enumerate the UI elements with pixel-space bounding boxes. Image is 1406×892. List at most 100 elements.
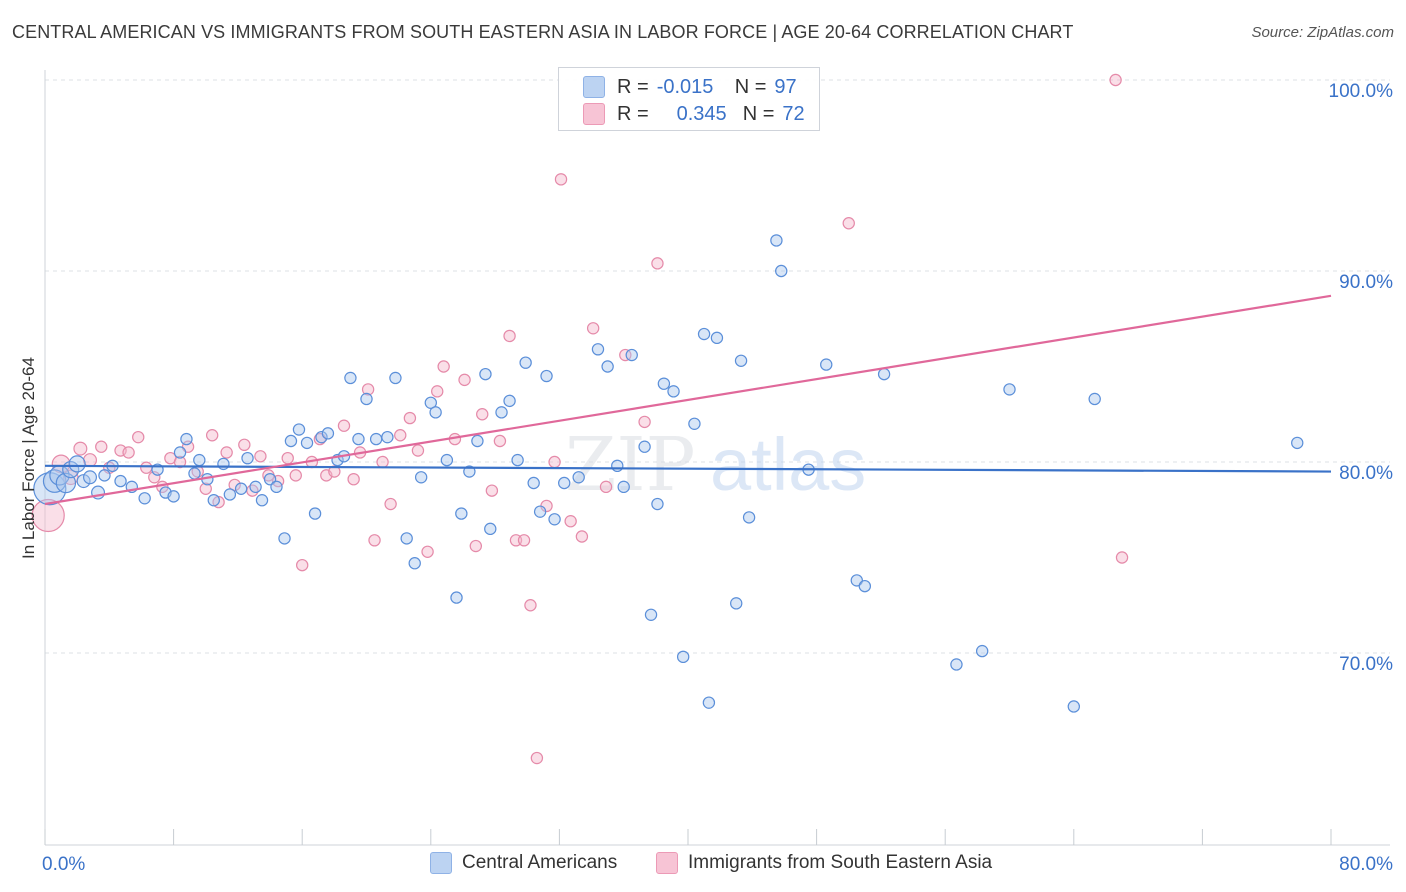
data-point-blue [440, 453, 454, 467]
data-point-blue [591, 343, 605, 356]
data-point-blue [611, 459, 624, 473]
watermark: ZIP atlas [565, 422, 866, 508]
data-point-pink [368, 534, 381, 547]
legend-swatch-blue [430, 852, 452, 874]
data-point-blue [114, 474, 127, 488]
trend-line-blue [44, 464, 1332, 473]
y-tick-label: 90.0% [1339, 272, 1393, 293]
x-tick-label: 80.0% [1339, 854, 1393, 875]
data-point-blue [495, 406, 508, 419]
data-point-pink [199, 482, 212, 495]
data-point-pink [95, 440, 108, 453]
data-point-pink [205, 429, 219, 442]
data-point-blue [1291, 436, 1304, 450]
data-point-pink [651, 257, 664, 270]
r-value: -0.015 [656, 75, 714, 98]
data-point-blue [519, 356, 532, 369]
data-point-blue [284, 434, 298, 448]
legend-item-central-americans[interactable]: Central Americans [430, 852, 617, 874]
chart-title: CENTRAL AMERICAN VS IMMIGRANTS FROM SOUT… [12, 22, 1074, 42]
data-point-blue [278, 532, 291, 545]
source-label: Source: ZipAtlas.com [1251, 24, 1394, 41]
data-point-pink [469, 539, 483, 553]
n-value: 97 [774, 75, 797, 98]
data-point-blue [657, 377, 671, 390]
data-point-blue [241, 451, 254, 465]
data-point-pink [564, 515, 577, 528]
data-point-pink [575, 530, 589, 543]
data-point-blue [424, 396, 437, 409]
y-tick-label: 70.0% [1339, 654, 1393, 675]
data-point-blue [352, 432, 365, 446]
data-point-blue [83, 470, 98, 485]
data-point-pink [31, 498, 65, 533]
data-point-pink [296, 558, 309, 572]
legend-item-se-asia[interactable]: Immigrants from South Eastern Asia [656, 852, 992, 874]
data-point-blue [315, 430, 328, 444]
legend-label: Central Americans [462, 852, 618, 873]
data-point-blue [601, 360, 614, 373]
data-point-pink [403, 411, 417, 425]
data-point-blue [730, 597, 743, 610]
r-value: 0.345 [676, 102, 727, 125]
y-tick-label: 80.0% [1339, 463, 1393, 484]
data-point-blue [484, 522, 497, 536]
data-point-pink [638, 415, 651, 429]
data-point-blue [975, 644, 989, 658]
data-point-blue [734, 354, 748, 367]
data-point-blue [369, 432, 383, 446]
data-point-pink [548, 455, 561, 469]
data-point-blue [710, 331, 724, 345]
data-point-pink [485, 484, 499, 497]
r-label: R = [617, 102, 649, 125]
data-point-blue [533, 505, 547, 518]
data-point-pink [1109, 73, 1122, 87]
data-point-blue [625, 348, 638, 362]
n-value: 72 [782, 102, 805, 125]
data-point-pink [254, 450, 267, 463]
data-point-blue [300, 436, 314, 450]
data-point-pink [376, 455, 389, 469]
data-point-blue [138, 492, 151, 505]
data-point-blue [217, 457, 230, 471]
data-point-pink [384, 497, 397, 511]
trend-line-pink [44, 294, 1332, 506]
data-point-pink [220, 446, 233, 459]
data-point-blue [950, 658, 963, 671]
data-point-blue [651, 497, 664, 511]
data-point-pink [148, 471, 161, 484]
data-point-blue [450, 591, 463, 604]
data-point-blue [775, 264, 788, 278]
data-point-blue [68, 455, 86, 473]
n-label: N = [742, 102, 775, 125]
legend-swatch-pink [656, 852, 678, 874]
correlation-legend: R = -0.015 N = 97 R = 0.345 N = 72 [558, 67, 820, 131]
data-point-blue [321, 427, 335, 440]
data-point-blue [548, 513, 561, 526]
data-point-blue [188, 467, 201, 480]
legend-swatch-blue [583, 76, 605, 98]
data-point-blue [360, 392, 373, 406]
data-point-blue [503, 394, 516, 408]
data-point-blue [234, 482, 248, 495]
data-point-pink [361, 383, 375, 396]
data-point-blue [173, 446, 187, 459]
data-point-blue [167, 490, 180, 503]
data-point-blue [877, 367, 891, 381]
data-point-blue [414, 471, 428, 484]
data-point-blue [572, 471, 585, 484]
data-point-pink [503, 329, 516, 343]
data-point-pink [132, 430, 145, 444]
data-point-pink [238, 438, 251, 452]
data-point-blue [638, 440, 651, 453]
legend-label: Immigrants from South Eastern Asia [688, 852, 993, 873]
data-point-blue [1088, 392, 1101, 406]
axes [44, 70, 1390, 846]
data-point-pink [281, 451, 294, 465]
data-point-blue [540, 369, 553, 383]
trend-lines [44, 294, 1332, 506]
data-point-blue [676, 650, 690, 664]
data-point-blue [389, 371, 402, 385]
data-point-blue [858, 579, 872, 593]
series-pink-points [31, 73, 1129, 765]
